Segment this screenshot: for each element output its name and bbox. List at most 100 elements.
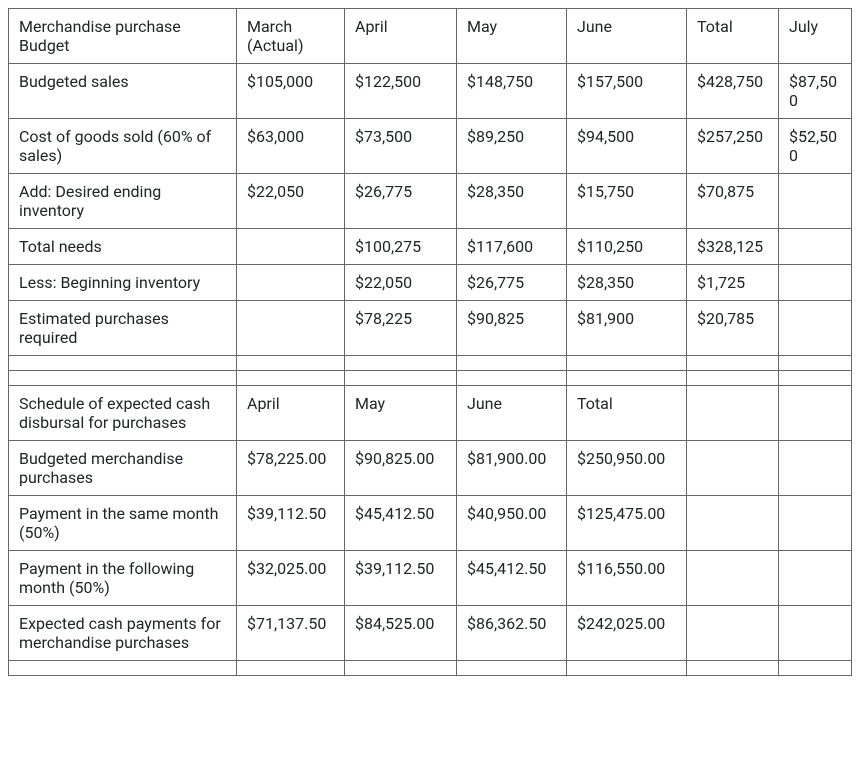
table-cell: Total bbox=[567, 386, 687, 441]
table-cell: $26,775 bbox=[457, 265, 567, 301]
table-cell: $15,750 bbox=[567, 174, 687, 229]
table-cell: Payment in the following month (50%) bbox=[9, 551, 237, 606]
table-cell bbox=[567, 356, 687, 371]
table-cell bbox=[779, 356, 852, 371]
table-cell: Merchandise purchase Budget bbox=[9, 9, 237, 64]
table-row: Estimated purchases required$78,225$90,8… bbox=[9, 301, 852, 356]
table-row: Payment in the same month (50%)$39,112.5… bbox=[9, 496, 852, 551]
budget-table-body: Merchandise purchase BudgetMarch (Actual… bbox=[9, 9, 852, 676]
table-cell: Total bbox=[687, 9, 779, 64]
table-cell bbox=[9, 356, 237, 371]
table-cell bbox=[779, 661, 852, 676]
table-cell: $257,250 bbox=[687, 119, 779, 174]
table-cell bbox=[779, 174, 852, 229]
table-row: Budgeted sales$105,000$122,500$148,750$1… bbox=[9, 64, 852, 119]
table-cell: $63,000 bbox=[237, 119, 345, 174]
table-row: Less: Beginning inventory$22,050$26,775$… bbox=[9, 265, 852, 301]
table-cell: $39,112.50 bbox=[237, 496, 345, 551]
table-cell: $122,500 bbox=[345, 64, 457, 119]
table-cell bbox=[687, 551, 779, 606]
table-cell bbox=[345, 356, 457, 371]
table-cell bbox=[779, 371, 852, 386]
table-cell: $22,050 bbox=[237, 174, 345, 229]
table-cell: $78,225.00 bbox=[237, 441, 345, 496]
table-cell: $1,725 bbox=[687, 265, 779, 301]
table-cell bbox=[687, 371, 779, 386]
table-cell bbox=[779, 265, 852, 301]
table-cell: Schedule of expected cash disbursal for … bbox=[9, 386, 237, 441]
table-cell: $84,525.00 bbox=[345, 606, 457, 661]
table-cell: $81,900 bbox=[567, 301, 687, 356]
table-cell: $105,000 bbox=[237, 64, 345, 119]
table-cell: $71,137.50 bbox=[237, 606, 345, 661]
table-cell: Add: Desired ending inventory bbox=[9, 174, 237, 229]
table-cell: $28,350 bbox=[457, 174, 567, 229]
table-row: Schedule of expected cash disbursal for … bbox=[9, 386, 852, 441]
table-cell: $250,950.00 bbox=[567, 441, 687, 496]
table-cell: $26,775 bbox=[345, 174, 457, 229]
table-cell: $328,125 bbox=[687, 229, 779, 265]
table-cell: $125,475.00 bbox=[567, 496, 687, 551]
table-cell bbox=[237, 661, 345, 676]
table-cell bbox=[687, 386, 779, 441]
table-cell bbox=[345, 371, 457, 386]
table-cell: $40,950.00 bbox=[457, 496, 567, 551]
table-cell: $110,250 bbox=[567, 229, 687, 265]
table-row: Add: Desired ending inventory$22,050$26,… bbox=[9, 174, 852, 229]
table-row: Budgeted merchandise purchases$78,225.00… bbox=[9, 441, 852, 496]
table-cell: Less: Beginning inventory bbox=[9, 265, 237, 301]
table-cell: March (Actual) bbox=[237, 9, 345, 64]
table-cell bbox=[687, 606, 779, 661]
table-row: Payment in the following month (50%)$32,… bbox=[9, 551, 852, 606]
budget-table: Merchandise purchase BudgetMarch (Actual… bbox=[8, 8, 852, 676]
table-cell bbox=[457, 371, 567, 386]
table-cell bbox=[779, 229, 852, 265]
table-cell: $81,900.00 bbox=[457, 441, 567, 496]
table-cell bbox=[687, 496, 779, 551]
table-cell bbox=[9, 371, 237, 386]
table-cell: April bbox=[345, 9, 457, 64]
table-cell bbox=[345, 661, 457, 676]
table-cell: $86,362.50 bbox=[457, 606, 567, 661]
table-cell bbox=[687, 356, 779, 371]
table-cell bbox=[457, 661, 567, 676]
table-cell: $28,350 bbox=[567, 265, 687, 301]
table-cell bbox=[457, 356, 567, 371]
table-cell: $32,025.00 bbox=[237, 551, 345, 606]
table-cell: $94,500 bbox=[567, 119, 687, 174]
table-cell bbox=[779, 301, 852, 356]
table-cell: Budgeted sales bbox=[9, 64, 237, 119]
table-cell bbox=[567, 661, 687, 676]
table-cell bbox=[567, 371, 687, 386]
table-cell: $90,825.00 bbox=[345, 441, 457, 496]
table-cell: $157,500 bbox=[567, 64, 687, 119]
table-cell bbox=[237, 301, 345, 356]
table-cell: May bbox=[345, 386, 457, 441]
table-cell: $39,112.50 bbox=[345, 551, 457, 606]
table-cell bbox=[779, 496, 852, 551]
table-cell: Budgeted merchandise purchases bbox=[9, 441, 237, 496]
table-cell: May bbox=[457, 9, 567, 64]
table-cell: Estimated purchases required bbox=[9, 301, 237, 356]
table-cell bbox=[237, 371, 345, 386]
table-cell: $116,550.00 bbox=[567, 551, 687, 606]
table-cell: $52,500 bbox=[779, 119, 852, 174]
table-cell: April bbox=[237, 386, 345, 441]
table-cell: June bbox=[457, 386, 567, 441]
table-cell: Total needs bbox=[9, 229, 237, 265]
table-cell: $242,025.00 bbox=[567, 606, 687, 661]
table-cell: $22,050 bbox=[345, 265, 457, 301]
table-cell: $73,500 bbox=[345, 119, 457, 174]
table-row bbox=[9, 661, 852, 676]
table-cell: $117,600 bbox=[457, 229, 567, 265]
table-cell: $90,825 bbox=[457, 301, 567, 356]
table-row: Expected cash payments for merchandise p… bbox=[9, 606, 852, 661]
table-cell: $45,412.50 bbox=[345, 496, 457, 551]
table-cell bbox=[687, 661, 779, 676]
table-cell: June bbox=[567, 9, 687, 64]
table-row bbox=[9, 371, 852, 386]
table-row: Cost of goods sold (60% of sales)$63,000… bbox=[9, 119, 852, 174]
table-cell bbox=[779, 606, 852, 661]
table-cell: July bbox=[779, 9, 852, 64]
table-cell: Payment in the same month (50%) bbox=[9, 496, 237, 551]
